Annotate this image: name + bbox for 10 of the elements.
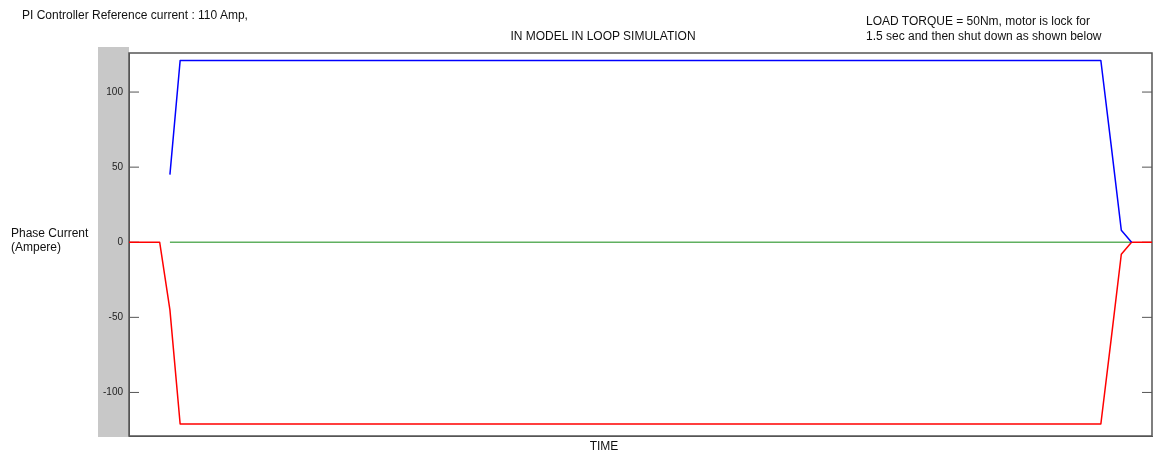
y-tick-label: -50 — [108, 311, 124, 323]
y-axis-title: Phase Current (Ampere) — [11, 226, 90, 254]
y-tick-label: -100 — [102, 386, 124, 398]
y-tick-label: 100 — [106, 85, 124, 97]
text: LOAD TORQUE = 50Nm, motor is lock for 1.5 sec and then shut down as shown below — [866, 14, 1103, 44]
text: PI Controller Reference current : 110 Amp, — [22, 8, 248, 22]
y-tick-label: 0 — [117, 236, 124, 247]
chart-title: IN MODEL IN LOOP SIMULATION — [509, 29, 697, 43]
y-tick-label: 50 — [111, 160, 124, 172]
x-axis-title: TIME — [588, 439, 620, 452]
